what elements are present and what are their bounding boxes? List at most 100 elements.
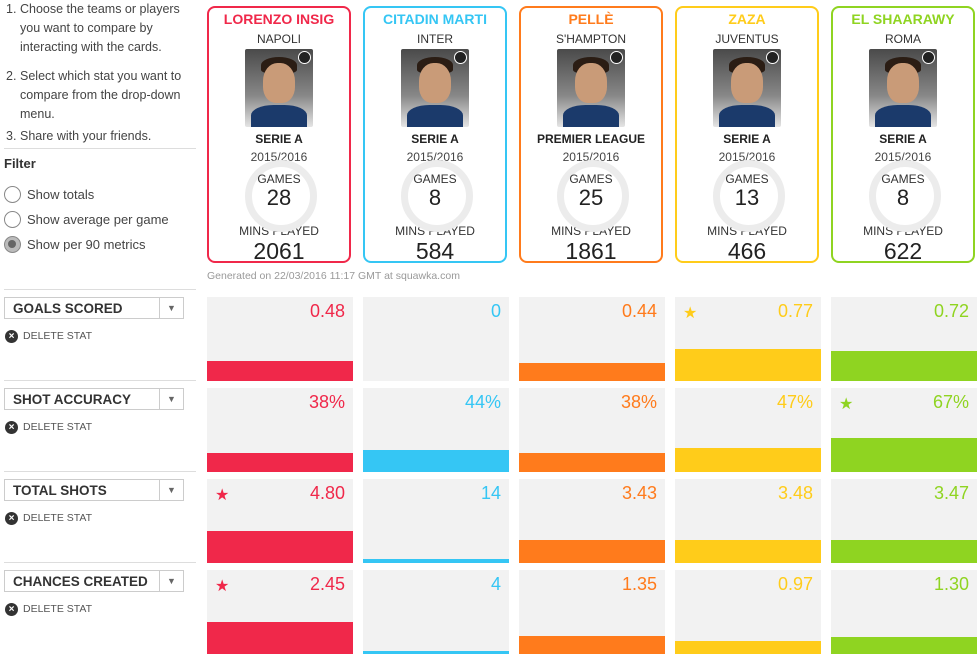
delete-stat-button[interactable]: × DELETE STAT	[5, 510, 92, 526]
chevron-down-icon[interactable]: ▼	[159, 480, 183, 500]
stat-cell: 38%	[519, 388, 665, 472]
season: 2015/2016	[874, 150, 932, 164]
stat-cell: 0.72	[831, 297, 977, 381]
generated-note: Generated on 22/03/2016 11:17 GMT at squ…	[207, 270, 460, 282]
season: 2015/2016	[250, 150, 308, 164]
games-label: GAMES	[569, 172, 613, 186]
club-badge-icon	[766, 51, 779, 64]
stat-dropdown[interactable]: GOALS SCORED ▼	[4, 297, 184, 319]
delete-stat-label: DELETE STAT	[23, 330, 93, 342]
stat-value: 38%	[620, 392, 657, 412]
stat-value: 14	[480, 483, 501, 503]
mins-value: 2061	[253, 238, 305, 263]
chevron-down-icon[interactable]: ▼	[159, 389, 183, 409]
team-name: INTER	[417, 32, 453, 46]
stat-cell: ★ 2.45	[207, 570, 353, 654]
games-value: 25	[578, 185, 604, 210]
player-name: ZAZA	[728, 11, 766, 27]
stat-label: TOTAL SHOTS	[13, 482, 107, 498]
close-icon[interactable]: ×	[5, 602, 18, 616]
stat-dropdown[interactable]: SHOT ACCURACY ▼	[4, 388, 184, 410]
team-name: ROMA	[885, 32, 921, 46]
player-name: PELLÈ	[568, 11, 614, 27]
delete-stat-button[interactable]: × DELETE STAT	[5, 601, 92, 617]
delete-stat-button[interactable]: × DELETE STAT	[5, 328, 92, 344]
stat-bar	[831, 438, 977, 472]
stat-value: 0	[490, 301, 501, 321]
star-icon: ★	[683, 305, 698, 322]
stat-value: 67%	[932, 392, 969, 412]
close-icon[interactable]: ×	[5, 511, 18, 525]
stat-bar	[831, 637, 977, 654]
divider	[4, 562, 196, 563]
star-icon: ★	[215, 578, 230, 595]
team-name: NAPOLI	[256, 32, 301, 46]
mins-value: 1861	[565, 238, 617, 263]
player-photo	[401, 49, 469, 127]
stat-value: 0.44	[621, 301, 657, 321]
filter-option-per90[interactable]: Show per 90 metrics	[4, 233, 146, 255]
stat-bar	[519, 540, 665, 563]
stat-bar	[675, 349, 821, 381]
stat-value: 44%	[464, 392, 501, 412]
stat-bar	[363, 559, 509, 563]
player-card[interactable]: EL SHAARAWY ROMA SERIE A 2015/2016 GAMES…	[831, 6, 975, 263]
mins-value: 584	[415, 238, 455, 263]
stat-cell: ★ 0.77	[675, 297, 821, 381]
league-name: SERIE A	[255, 132, 303, 146]
player-card[interactable]: ZAZA JUVENTUS SERIE A 2015/2016 GAMES 13…	[675, 6, 819, 263]
games-value: 8	[896, 185, 910, 210]
star-icon: ★	[839, 396, 854, 413]
stat-value: 4.80	[309, 483, 345, 503]
step-text: Share with your friends.	[20, 129, 152, 143]
player-card[interactable]: CITADIN MARTI INTER SERIE A 2015/2016 GA…	[363, 6, 507, 263]
chevron-down-icon[interactable]: ▼	[159, 298, 183, 318]
stat-bar	[207, 622, 353, 654]
radio-button[interactable]	[4, 210, 21, 228]
stat-bar	[363, 651, 509, 654]
radio-button[interactable]	[4, 235, 21, 253]
delete-stat-button[interactable]: × DELETE STAT	[5, 419, 92, 435]
stat-bar	[831, 540, 977, 563]
stat-value: 0.72	[933, 301, 969, 321]
team-name: JUVENTUS	[715, 32, 779, 46]
filter-title: Filter	[4, 156, 36, 171]
stat-value: 47%	[776, 392, 813, 412]
delete-stat-label: DELETE STAT	[23, 421, 93, 433]
stat-cell: 3.48	[675, 479, 821, 563]
player-card[interactable]: PELLÈ S'HAMPTON PREMIER LEAGUE 2015/2016…	[519, 6, 663, 263]
stat-bar	[675, 540, 821, 563]
club-badge-icon	[298, 51, 311, 64]
stat-cell: 4	[363, 570, 509, 654]
stat-cell: 1.35	[519, 570, 665, 654]
stat-value: 38%	[308, 392, 345, 412]
stat-cell: 3.47	[831, 479, 977, 563]
season: 2015/2016	[406, 150, 464, 164]
radio-button[interactable]	[4, 185, 21, 203]
games-value: 8	[428, 185, 442, 210]
instruction-step-1: 1. Choose the teams or players you want …	[0, 0, 200, 57]
filter-option-average[interactable]: Show average per game	[4, 208, 169, 230]
stat-bar	[831, 351, 977, 381]
stat-dropdown[interactable]: CHANCES CREATED ▼	[4, 570, 184, 592]
mins-value: 622	[883, 238, 923, 263]
stat-value: 3.47	[933, 483, 969, 503]
close-icon[interactable]: ×	[5, 420, 18, 434]
stat-cell: 38%	[207, 388, 353, 472]
stat-bar	[207, 531, 353, 563]
close-icon[interactable]: ×	[5, 329, 18, 343]
player-card[interactable]: LORENZO INSIG NAPOLI SERIE A 2015/2016 G…	[207, 6, 351, 263]
stat-value: 3.48	[777, 483, 813, 503]
player-photo	[557, 49, 625, 127]
radio-label: Show per 90 metrics	[27, 236, 146, 252]
chevron-down-icon[interactable]: ▼	[159, 571, 183, 591]
stat-dropdown[interactable]: TOTAL SHOTS ▼	[4, 479, 184, 501]
season: 2015/2016	[562, 150, 620, 164]
stat-cell: 0.44	[519, 297, 665, 381]
step-number: 3.	[6, 129, 17, 143]
filter-option-totals[interactable]: Show totals	[4, 183, 94, 205]
stat-bar	[207, 453, 353, 472]
games-label: GAMES	[257, 172, 301, 186]
step-text: Select which stat you want to compare fr…	[20, 69, 182, 121]
stat-bar	[207, 361, 353, 381]
